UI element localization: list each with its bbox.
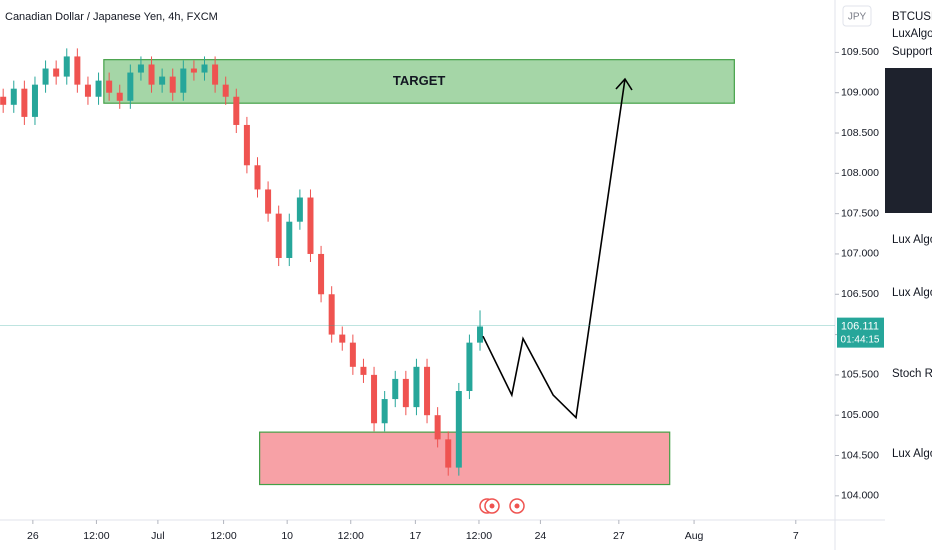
y-tick-label: 107.500 <box>841 207 879 219</box>
candle-body <box>74 56 81 85</box>
candle-body <box>63 56 70 77</box>
x-tick-label: 10 <box>281 530 293 542</box>
candle-body <box>424 366 431 416</box>
x-tick-label: 27 <box>613 530 625 542</box>
candle-body <box>42 68 49 85</box>
x-tick-label: 12:00 <box>83 530 109 542</box>
y-tick-label: 106.500 <box>841 288 879 300</box>
event-marker-dot <box>489 503 495 509</box>
projection-line <box>482 78 626 420</box>
candle-body <box>318 253 325 295</box>
candle-body <box>84 84 91 97</box>
x-tick-label: Jul <box>151 530 164 542</box>
candle-body <box>127 72 134 101</box>
sidebar-item: BTCUSDT, <box>892 11 932 23</box>
candle-body <box>434 415 441 440</box>
y-tick-label: 107.000 <box>841 248 879 260</box>
candle-body <box>296 197 303 222</box>
candle-body <box>222 84 229 97</box>
sidebar-item: LuxAlgo P <box>892 28 932 40</box>
candle-body <box>201 64 208 73</box>
candle-body <box>53 68 60 77</box>
candle-body <box>445 439 452 468</box>
candle-body <box>265 189 272 214</box>
candle-body <box>148 64 155 85</box>
sidebar-item: Stoch RSI <box>892 368 932 380</box>
candle-body <box>137 64 144 73</box>
candle-body <box>116 92 123 101</box>
candle-body <box>402 378 409 408</box>
sidebar-item: Support th <box>892 46 932 58</box>
y-tick-label: 109.000 <box>841 86 879 98</box>
candle-body <box>21 88 28 117</box>
x-tick-label: 12:00 <box>338 530 364 542</box>
candle-body <box>477 326 484 343</box>
y-tick-label: 104.500 <box>841 449 879 461</box>
y-tick-label: 109.500 <box>841 46 879 58</box>
candle-body <box>180 68 187 93</box>
x-tick-label: 12:00 <box>210 530 236 542</box>
candle-body <box>10 88 17 105</box>
candle-body <box>360 366 367 375</box>
y-tick-label: 105.000 <box>841 409 879 421</box>
y-tick-label: 104.000 <box>841 490 879 502</box>
candle-body <box>0 96 7 105</box>
candle-body <box>455 391 462 468</box>
y-tick-label: 108.500 <box>841 127 879 139</box>
widget <box>885 68 932 213</box>
candle-body <box>169 76 176 93</box>
y-tick-label: 105.500 <box>841 369 879 381</box>
chart-title: Canadian Dollar / Japanese Yen, 4h, FXCM <box>5 11 218 23</box>
currency: JPY <box>848 12 867 23</box>
candle-body <box>392 378 399 400</box>
candle-body <box>349 342 356 367</box>
candle-body <box>413 366 420 408</box>
candle-body <box>190 68 197 73</box>
candle-body <box>328 294 335 335</box>
candle-body <box>254 165 261 190</box>
candle-body <box>381 399 388 424</box>
sidebar-item: Lux Algo C <box>892 448 932 460</box>
x-tick-label: 7 <box>793 530 799 542</box>
currency-box <box>842 5 872 27</box>
x-tick-label: Aug <box>685 530 704 542</box>
price-box <box>837 317 884 348</box>
candle-body <box>275 213 282 258</box>
x-tick-label: 24 <box>535 530 547 542</box>
event-marker-dot <box>514 503 520 509</box>
candle-body <box>466 342 473 392</box>
candle-body <box>233 96 240 125</box>
candle-body <box>339 334 346 343</box>
candle-body <box>95 80 102 97</box>
price-label: 106.111 <box>841 321 879 333</box>
candle-body <box>243 124 250 166</box>
zone <box>103 59 735 104</box>
sidebar-item: Lux Algo C <box>892 234 932 246</box>
sidebar-item: Lux Algo C <box>892 287 932 299</box>
candle-body <box>286 221 293 258</box>
x-tick-label: 17 <box>410 530 422 542</box>
y-tick-label: 108.000 <box>841 167 879 179</box>
x-tick-label: 12:00 <box>466 530 492 542</box>
countdown: 01:44:15 <box>841 334 880 345</box>
zone-label: TARGET <box>393 73 446 88</box>
arrow-head <box>615 77 633 91</box>
zone <box>259 431 671 486</box>
candle-body <box>307 197 314 254</box>
x-tick-label: 26 <box>27 530 39 542</box>
candle-body <box>31 84 38 117</box>
candle-body <box>371 374 378 424</box>
candle-body <box>159 76 166 85</box>
candle-body <box>212 64 219 85</box>
candle-body <box>106 80 113 93</box>
